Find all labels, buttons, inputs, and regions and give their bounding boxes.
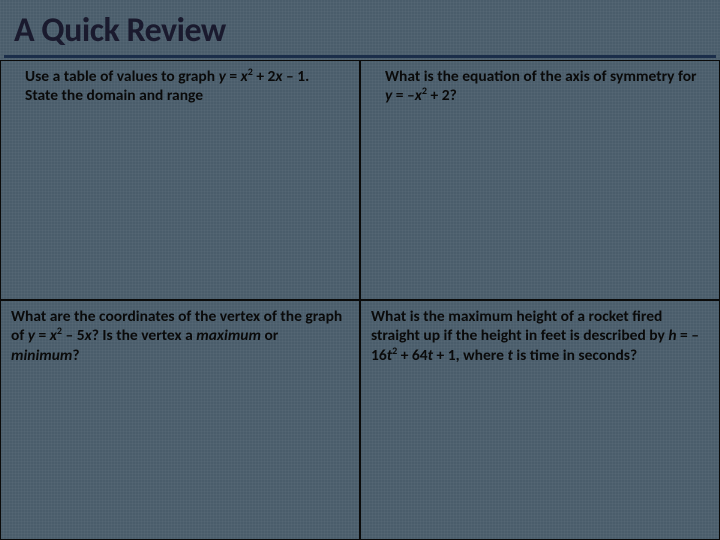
cell-q3: What are the coordinates of the vertex o… xyxy=(0,300,360,540)
q1-var-y: y xyxy=(219,67,226,86)
q2-eq: = – xyxy=(392,86,414,105)
q2-var-x: x xyxy=(415,86,422,105)
cell-q1: Use a table of values to graph y = x2 + … xyxy=(0,60,360,300)
q4-text2: + 64 xyxy=(397,346,427,365)
q3-max: maximum xyxy=(196,326,261,345)
q3-eq: = xyxy=(35,326,50,345)
q4-tail: is time in seconds? xyxy=(513,346,637,365)
cell-q2: What is the equation of the axis of symm… xyxy=(360,60,720,300)
q1-eq: = xyxy=(226,67,241,86)
q3-qm: ? xyxy=(72,346,79,365)
cell-q4: What is the maximum height of a rocket f… xyxy=(360,300,720,540)
q3-var-x: x xyxy=(50,326,57,345)
q2-tail: + 2? xyxy=(427,86,457,105)
q1-text2: + 2 xyxy=(253,67,276,86)
q4-var-h: h xyxy=(668,326,676,345)
q3-min: minimum xyxy=(11,346,72,365)
q3-or: or xyxy=(261,326,278,345)
q3-var-x2: x xyxy=(85,326,92,345)
q1-text: Use a table of values to graph xyxy=(25,67,219,86)
q4-text: What is the maximum height of a rocket f… xyxy=(371,307,668,345)
title-underline xyxy=(4,55,716,58)
q2-text: What is the equation of the axis of symm… xyxy=(385,67,697,86)
page-title: A Quick Review xyxy=(0,0,720,55)
q3-var-y: y xyxy=(28,326,35,345)
q3-text3: ? Is the vertex a xyxy=(92,326,197,345)
q1-var-x: x xyxy=(241,67,248,86)
grid-row: What are the coordinates of the vertex o… xyxy=(0,300,720,540)
q1-var-x2: x xyxy=(275,67,282,86)
q3-text2: – 5 xyxy=(62,326,85,345)
question-grid: Use a table of values to graph y = x2 + … xyxy=(0,60,720,540)
grid-row: Use a table of values to graph y = x2 + … xyxy=(0,60,720,300)
q4-text3: + 1, where xyxy=(433,346,507,365)
